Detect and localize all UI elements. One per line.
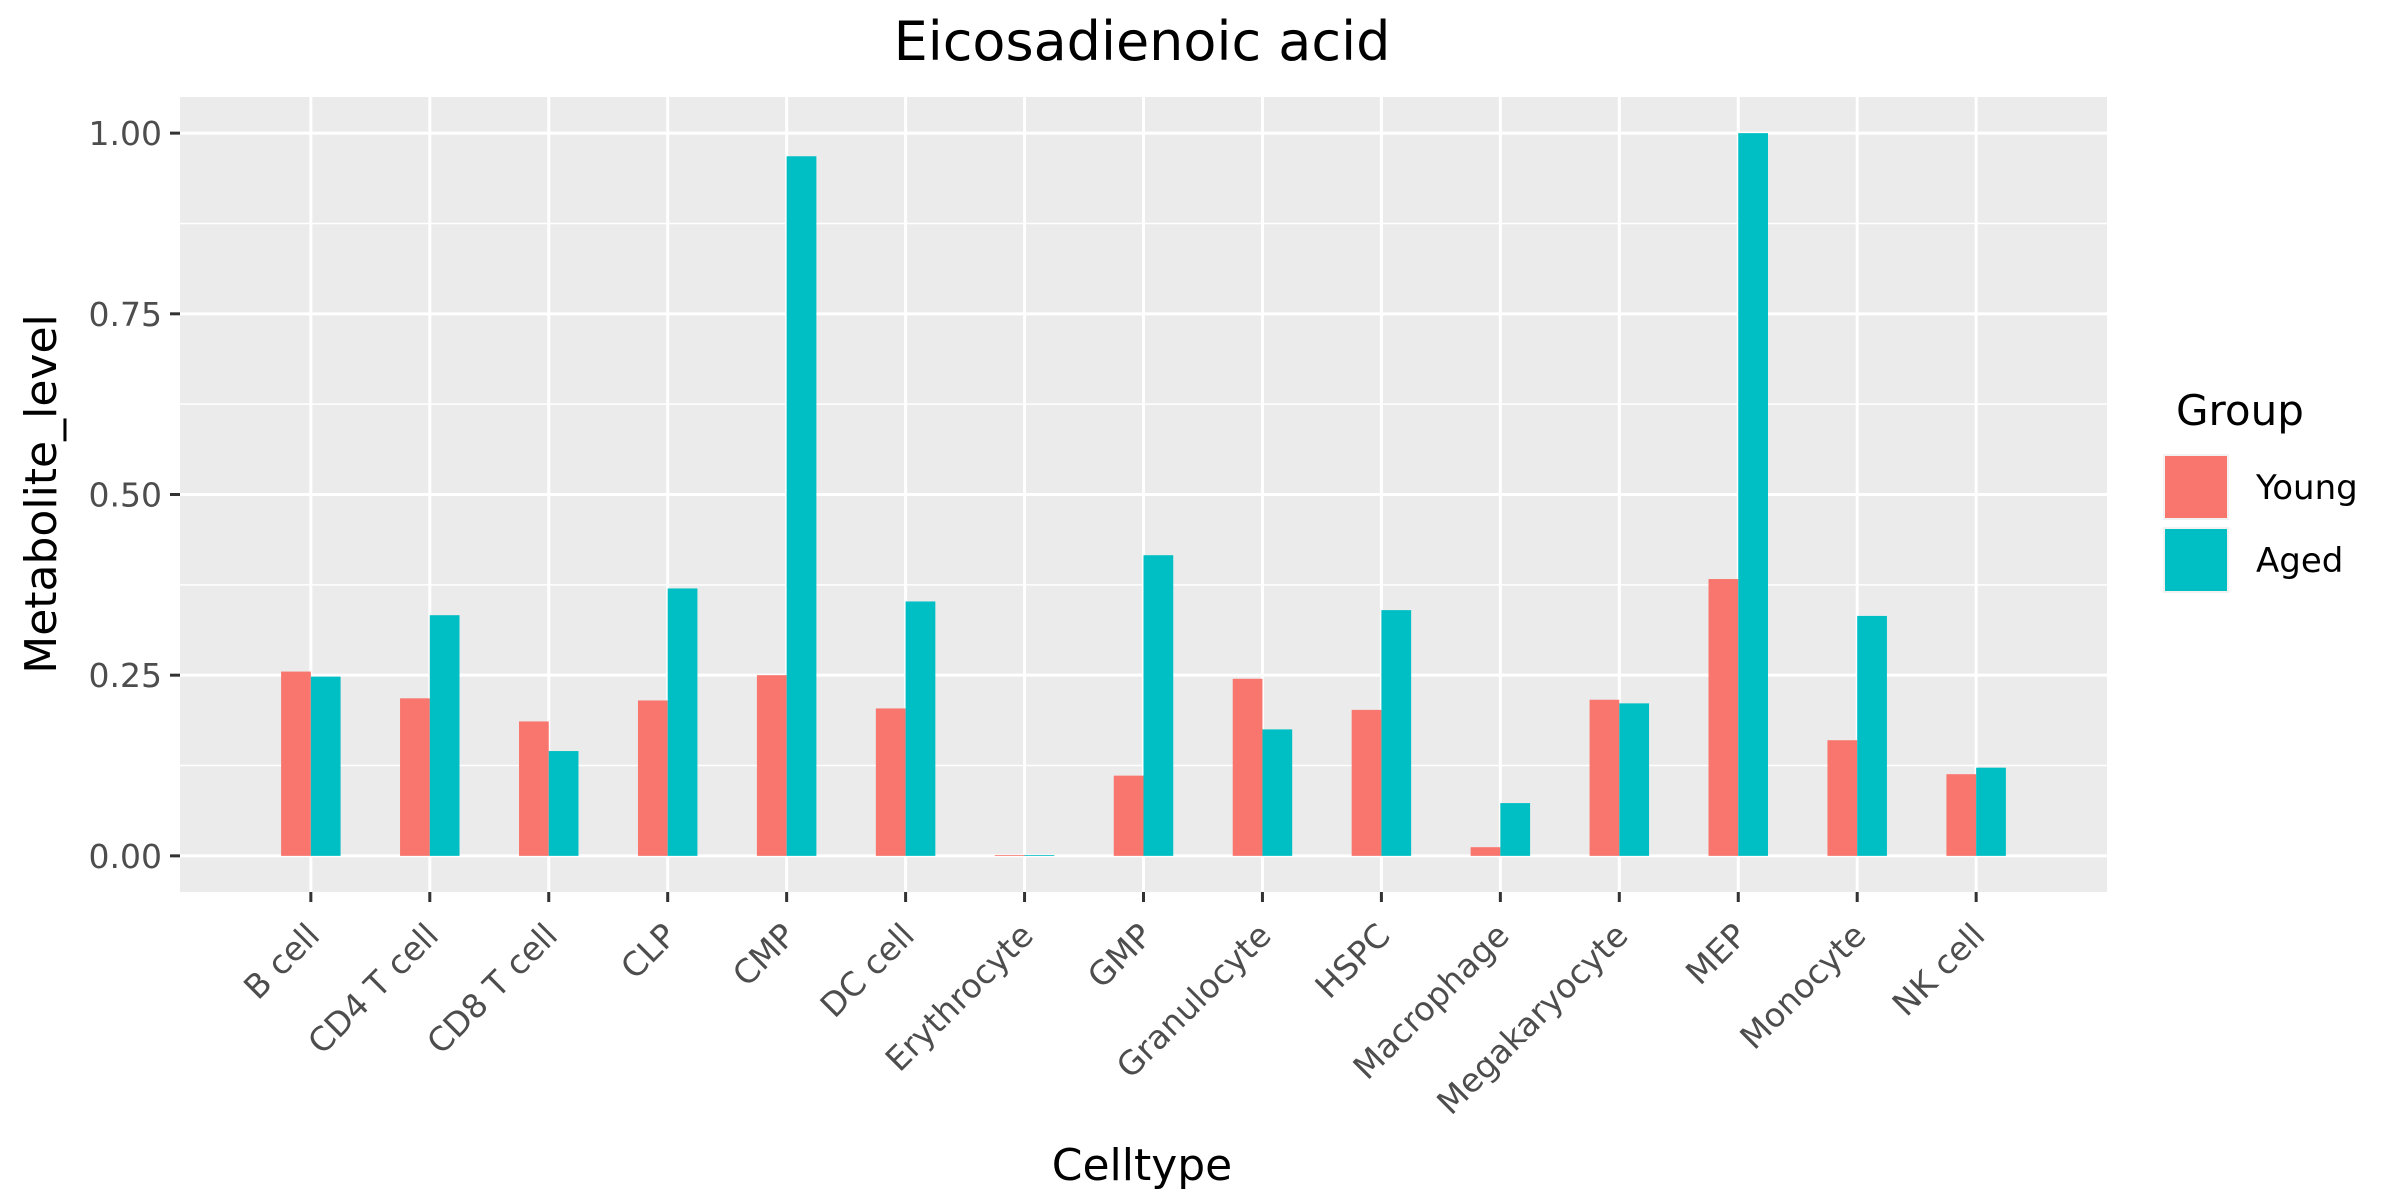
bar-young: [519, 721, 549, 856]
y-tick-label: 0.25: [89, 656, 162, 695]
bar-young: [1470, 847, 1501, 856]
bar-aged: [1619, 703, 1650, 856]
bar-aged: [1976, 767, 2006, 856]
bar-aged: [310, 676, 341, 856]
bar-young: [1946, 774, 1977, 856]
x-tick-label: HSPC: [1307, 916, 1397, 1006]
bar-young: [400, 698, 430, 856]
bar-aged: [667, 588, 698, 856]
y-tick-label: 0.50: [89, 476, 162, 515]
x-tick-label: CLP: [613, 916, 684, 987]
legend-key-young: [2165, 456, 2227, 518]
x-tick-label: DC cell: [812, 916, 921, 1025]
y-tick-label: 1.00: [89, 114, 162, 153]
x-tick-label: GMP: [1080, 916, 1160, 996]
bar-young: [1708, 579, 1739, 856]
legend-key-aged: [2165, 529, 2227, 591]
bar-aged: [1262, 729, 1293, 856]
bar-aged: [1143, 555, 1174, 856]
legend-title: Group: [2176, 386, 2304, 435]
bar-young: [756, 675, 787, 856]
bar-aged: [1857, 615, 1887, 856]
legend-label: Young: [2255, 468, 2358, 508]
bar-aged: [786, 156, 817, 856]
legend-label: Aged: [2256, 541, 2343, 581]
x-tick-label: CMP: [725, 916, 803, 994]
x-axis-title: Celltype: [1052, 1140, 1233, 1191]
x-tick-label: NK cell: [1884, 916, 1992, 1024]
bar-young: [1827, 740, 1858, 856]
bar-young: [1113, 775, 1144, 856]
x-tick-label: Monocyte: [1732, 916, 1873, 1057]
bar-young: [1589, 699, 1620, 856]
x-tick-label: MEP: [1678, 916, 1755, 993]
bar-young: [875, 708, 906, 856]
bar-aged: [429, 615, 460, 856]
bars: [281, 133, 2006, 856]
bar-young: [994, 855, 1025, 856]
bar-aged: [1738, 133, 1768, 856]
bar-aged: [548, 751, 579, 856]
y-tick-label: 0.00: [89, 837, 162, 876]
legend: Group Young Aged: [2163, 386, 2358, 593]
bar-aged: [1024, 855, 1055, 856]
x-tick-label: CD8 T cell: [419, 916, 565, 1062]
y-axis-title: Metabolite_level: [16, 314, 67, 674]
bar-young: [1232, 678, 1263, 856]
bar-aged: [1500, 803, 1531, 856]
chart-title: Eicosadienoic acid: [894, 10, 1391, 73]
bar-young: [281, 671, 311, 856]
bar-aged: [905, 601, 936, 856]
bar-aged: [1381, 610, 1412, 856]
y-tick-label: 0.75: [89, 295, 162, 334]
x-tick-label: B cell: [236, 916, 327, 1007]
bar-young: [1351, 709, 1382, 856]
bar-young: [637, 700, 668, 856]
